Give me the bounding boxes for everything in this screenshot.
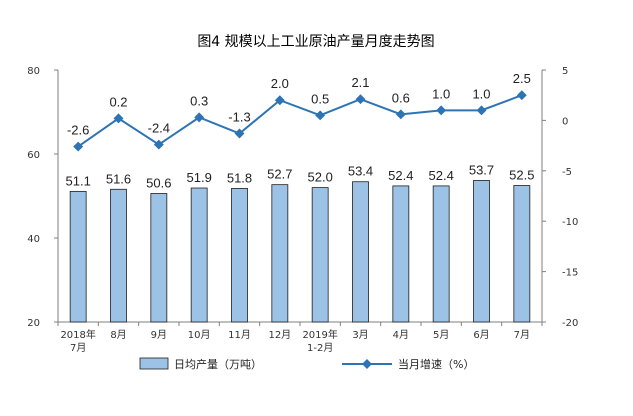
bar: [513, 185, 531, 323]
bar-data-label: 51.1: [66, 173, 91, 188]
line-point: [436, 105, 447, 116]
legend-swatch-bar: [139, 357, 169, 370]
line-point: [355, 94, 366, 105]
x-tick-label: 12月: [268, 329, 291, 341]
right-tick-label: -15: [562, 268, 578, 279]
bar-data-label: 52.4: [388, 168, 413, 183]
line-point: [315, 110, 326, 121]
bar: [271, 184, 289, 323]
bar: [110, 188, 127, 323]
bar: [392, 185, 410, 323]
x-tick-label: 9月: [151, 329, 167, 341]
x-tick-label: 7月: [514, 329, 530, 341]
bar-data-label: 53.7: [469, 162, 494, 177]
line-point: [113, 113, 124, 124]
line-point: [153, 139, 164, 150]
growth-line: [77, 94, 523, 148]
x-tick-label: 3月: [352, 329, 368, 341]
line-data-label: -2.4: [148, 121, 170, 136]
line-data-label: 2.0: [271, 76, 289, 91]
line-series: -2.6 0.2 -2.4 0.3 -1.3 2.0 0.5 2.1 0.6 1.0 1.0 2.5: [67, 71, 531, 152]
line-data-label: -1.3: [228, 110, 250, 125]
line-point: [476, 105, 487, 116]
x-tick-label: 5月: [433, 329, 449, 341]
bar: [69, 190, 87, 323]
bar: [432, 185, 450, 323]
line-data-label: 1.0: [472, 86, 490, 101]
x-tick-label: 2018年: [60, 328, 95, 341]
legend-swatch-marker: [362, 359, 372, 369]
bar-data-label: 51.8: [227, 170, 252, 185]
legend-label-line: 当月增速（%）: [398, 357, 474, 371]
line-data-label: 2.1: [351, 75, 369, 90]
line-point: [234, 128, 245, 139]
x-tick-label-line2: 1-2月: [307, 342, 333, 354]
bar: [150, 193, 168, 323]
x-tick-label: 11月: [228, 329, 251, 341]
x-tick-label: 4月: [393, 329, 409, 341]
left-tick-label: 80: [27, 66, 40, 77]
bar: [352, 181, 369, 323]
legend: 日均产量（万吨） 当月增速（%）: [139, 357, 474, 371]
bar: [190, 187, 208, 323]
line-data-label: 0.2: [109, 94, 127, 109]
x-tick-label-line2: 7月: [70, 342, 86, 354]
bar: [231, 188, 248, 323]
axes: 20 40 60 80 -20 -15 -10 -5 0 5: [27, 66, 578, 329]
legend-label-bar: 日均产量（万吨）: [174, 357, 262, 371]
bar-data-label: 52.0: [308, 170, 333, 185]
right-tick-label: -5: [562, 167, 572, 178]
right-tick-label: 0: [562, 116, 568, 127]
bar-data-label: 50.6: [146, 175, 171, 190]
x-tick-label: 8月: [110, 329, 126, 341]
bar: [311, 187, 329, 323]
line-data-label: 0.3: [190, 93, 208, 108]
chart-title: 图4 规模以上工业原油产量月度走势图: [197, 34, 434, 50]
right-tick-label: -20: [562, 318, 578, 329]
line-data-label: -2.6: [67, 123, 89, 138]
line-data-label: 1.0: [432, 86, 450, 101]
right-tick-label: -10: [562, 217, 578, 228]
bar-data-label: 52.4: [429, 168, 454, 183]
line-data-label: 2.5: [513, 71, 531, 86]
line-data-label: 0.5: [311, 91, 329, 106]
bar-data-label: 51.6: [106, 171, 131, 186]
x-tick-label: 10月: [188, 329, 211, 341]
line-point: [194, 112, 205, 123]
line-point: [395, 109, 406, 120]
line-point: [516, 90, 527, 101]
bar-data-label: 51.9: [187, 170, 212, 185]
x-tick-label: 6月: [473, 329, 489, 341]
line-data-label: 0.6: [392, 90, 410, 105]
left-tick-label: 40: [27, 234, 40, 245]
left-tick-label: 20: [27, 318, 40, 329]
left-tick-label: 60: [27, 150, 40, 161]
line-point: [73, 141, 84, 152]
bar: [473, 180, 490, 323]
bar-series: 51.1 51.6 50.6 51.9 51.8 52.7 52.0 53.4 52.4 52.4…: [66, 162, 534, 323]
bar-data-label: 52.5: [509, 168, 534, 183]
bar-data-label: 53.4: [348, 164, 373, 179]
right-tick-label: 5: [562, 66, 568, 77]
bar-data-label: 52.7: [267, 167, 292, 182]
x-tick-label: 2019年: [302, 328, 337, 341]
